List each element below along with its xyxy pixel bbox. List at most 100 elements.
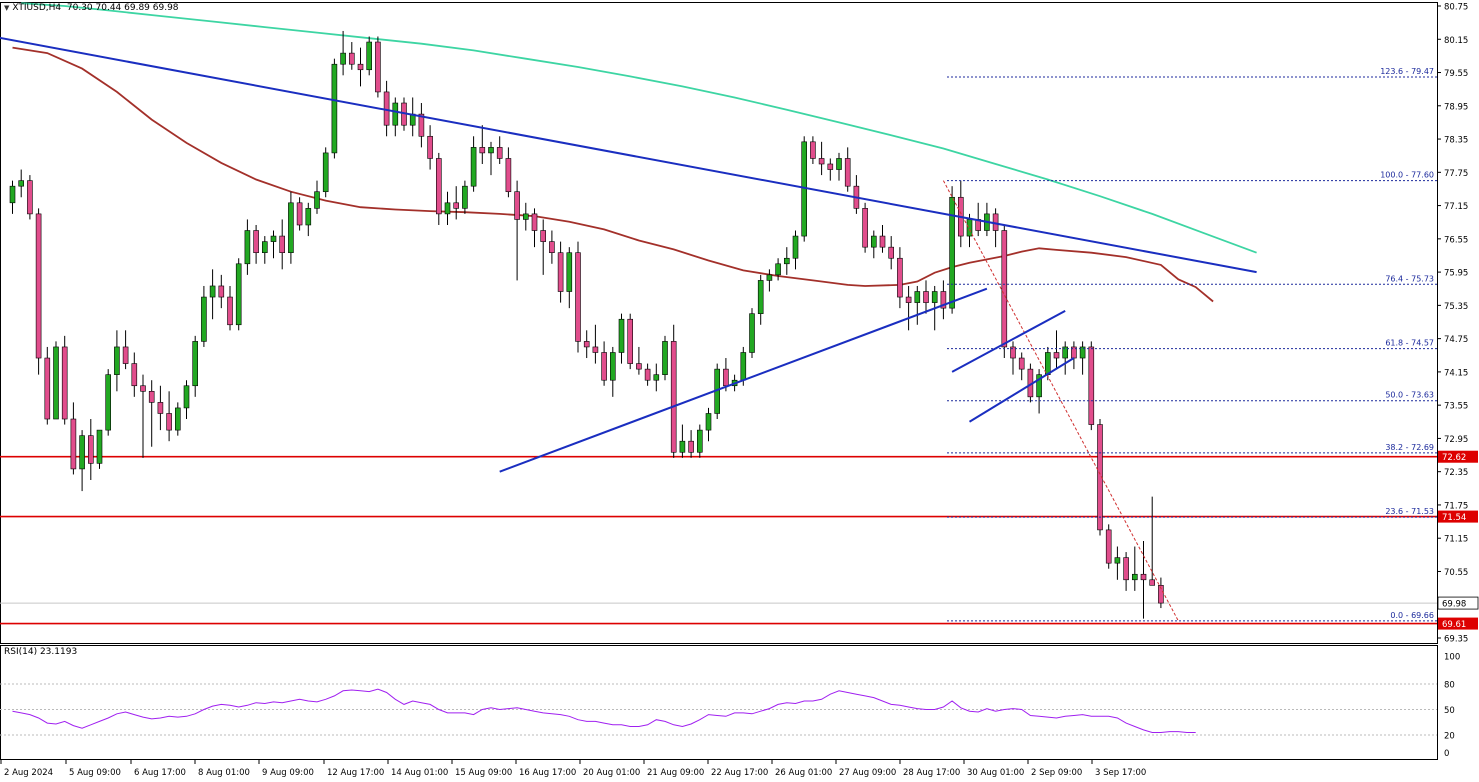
candle-bullish (1079, 346, 1086, 359)
candle-bullish (705, 413, 712, 431)
candle-bullish (244, 230, 251, 265)
price-tick-label: 79.55 (1444, 69, 1468, 79)
candle-bearish (227, 296, 233, 326)
candle-bearish (1105, 529, 1112, 564)
candle-bullish (270, 235, 277, 242)
price-tick-label: 78.35 (1444, 136, 1468, 146)
support-price-box (1438, 510, 1478, 523)
price-tick-label: 75.35 (1444, 302, 1468, 312)
candle-bearish (140, 385, 146, 392)
time-tick-label: 20 Aug 01:00 (583, 768, 640, 778)
time-tick-label: 16 Aug 17:00 (519, 768, 576, 778)
candle-bullish (931, 291, 938, 303)
fib-level-label: 61.8 - 74.57 (1385, 339, 1434, 348)
fib-level-label: 123.6 - 79.47 (1380, 67, 1434, 76)
candle-bullish (314, 191, 320, 209)
candle-bullish (775, 263, 781, 276)
rsi-bottom-label: 0 (1444, 749, 1449, 759)
axis-layer: 80.75 80.15 79.55 78.95 78.35 77.75 77.15 76.55… (0, 3, 1479, 778)
rsi-header: RSI(14) 23.1193 (4, 647, 77, 657)
price-tick-label: 72.95 (1444, 435, 1468, 445)
time-tick-label: 3 Sep 17:00 (1095, 768, 1146, 778)
time-tick-label: 9 Aug 09:00 (262, 768, 314, 778)
candle-bearish (1140, 573, 1147, 581)
current-price-label: 69.98 (1442, 600, 1466, 610)
candle-bearish (418, 113, 425, 137)
symbol-label: XTIUSD,H4 (12, 3, 62, 13)
support-price-label: 72.62 (1442, 453, 1466, 463)
price-tick-label: 71.15 (1444, 535, 1468, 545)
candle-bullish (366, 41, 373, 71)
candle-bearish (540, 230, 547, 242)
price-tick-label: 80.75 (1444, 3, 1468, 13)
candle-bullish (1114, 557, 1121, 564)
candle-bullish (836, 158, 842, 170)
symbol-triangle-icon: ▼ (4, 4, 10, 12)
candle-bullish (1045, 352, 1051, 375)
time-tick-label: 12 Aug 17:00 (327, 768, 384, 778)
price-tick-label: 77.15 (1444, 202, 1468, 212)
price-tick-label: 74.15 (1444, 368, 1468, 378)
fib-level-label: 23.6 - 71.53 (1385, 507, 1434, 516)
time-tick-label: 22 Aug 17:00 (711, 768, 768, 778)
candle-bullish (1062, 346, 1068, 359)
rsi-panel-frame (0, 645, 1438, 760)
support-price-label: 69.61 (1442, 620, 1466, 630)
time-tick-label: 30 Aug 01:00 (967, 768, 1024, 778)
candle-bearish (1001, 230, 1008, 348)
candle-bearish (549, 241, 555, 254)
candle-bearish (70, 418, 77, 470)
rsi-level-label: 80 (1444, 681, 1455, 691)
time-tick-label: 15 Aug 09:00 (455, 768, 512, 778)
support-price-box (1438, 450, 1478, 463)
ohlc-label: 70.30 70.44 69.89 69.98 (66, 3, 179, 13)
support-price-label: 71.54 (1442, 513, 1466, 523)
current-price-box (1437, 596, 1479, 610)
candle-bearish (253, 230, 259, 254)
candle-bearish (1088, 346, 1095, 425)
candle-bearish (148, 390, 155, 403)
candle-bearish (844, 158, 851, 187)
candle-bullish (949, 196, 955, 309)
candle-bearish (383, 91, 390, 126)
channel-lower-line (968, 357, 1075, 423)
candle-bearish (862, 208, 868, 248)
rsi-level-label: 50 (1444, 706, 1455, 716)
candle-bullish (914, 291, 921, 303)
candle-bearish (61, 346, 68, 420)
time-tick-label: 5 Aug 09:00 (69, 768, 121, 778)
candle-bearish (1053, 352, 1060, 359)
candle-bullish (331, 63, 338, 154)
candle-bearish (88, 435, 94, 464)
rsi-top-label: 100 (1444, 653, 1460, 663)
channel-upper-line (951, 310, 1066, 373)
time-tick-label: 14 Aug 01:00 (391, 768, 448, 778)
candle-bullish (462, 185, 468, 209)
rsi-panel (0, 645, 1438, 760)
price-tick-label: 78.95 (1444, 102, 1468, 112)
candle-bearish (592, 346, 599, 353)
candle-bullish (662, 341, 668, 375)
chart-header: ▼ XTIUSD,H4 70.30 70.44 69.89 69.98 (4, 3, 179, 13)
support-price-box (1438, 617, 1478, 630)
fib-level-label: 76.4 - 75.73 (1385, 274, 1434, 283)
candle-bearish (923, 291, 929, 303)
price-tick-label: 69.35 (1444, 635, 1468, 645)
candle-bearish (1097, 424, 1103, 531)
candle-bearish (575, 252, 581, 342)
price-panel: 123.6 - 79.47 100.0 - 77.60 76.4 - 75.73 61… (0, 2, 1438, 644)
candle-bearish (897, 257, 903, 298)
candle-bearish (435, 158, 442, 215)
candle-bullish (696, 429, 703, 453)
candle-bearish (348, 52, 355, 65)
candle-bearish (1123, 557, 1129, 581)
candle-bullish (392, 102, 399, 126)
candle-bearish (1071, 346, 1077, 359)
price-tick-label: 74.75 (1444, 335, 1468, 345)
candle-bullish (261, 241, 268, 254)
candle-bullish (966, 219, 973, 237)
candle-bullish (653, 374, 660, 381)
candle-bullish (1132, 573, 1138, 581)
candle-bullish (201, 296, 207, 342)
